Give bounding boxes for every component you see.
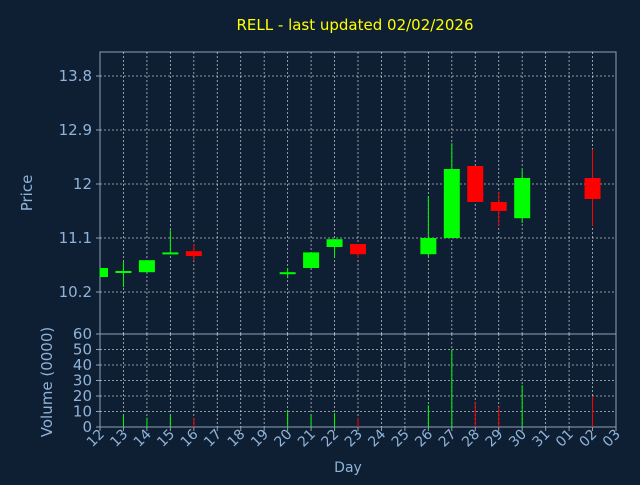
price-tick-label: 10.2	[59, 283, 92, 301]
candle-body	[162, 252, 179, 255]
x-tick-label: 24	[365, 426, 389, 450]
candle-body	[279, 272, 296, 275]
x-tick-label: 03	[600, 427, 624, 451]
x-axis-ticks: 12 13 14 15 16 17 18 19 20 21 22 23 24 25 26 27 28 29 30 31…	[84, 426, 624, 450]
x-tick-label: 19	[248, 427, 272, 451]
candlestick-series	[99, 143, 601, 288]
volume-tick-label: 50	[73, 341, 92, 359]
candle-body	[138, 260, 155, 273]
x-tick-label: 14	[131, 426, 155, 450]
x-tick-label: 31	[530, 427, 554, 451]
candle-body	[303, 252, 320, 268]
candle-body	[420, 238, 437, 255]
volume-series	[122, 349, 594, 427]
volume-grid	[100, 334, 616, 427]
candle-body	[115, 271, 132, 273]
x-tick-label: 30	[506, 427, 530, 451]
candle-body	[584, 178, 601, 199]
x-tick-label: 25	[389, 427, 413, 451]
x-tick-label: 21	[295, 427, 319, 451]
x-tick-label: 20	[272, 427, 296, 451]
price-y-ticks: 13.8 12.9 12 11.1 10.2	[59, 67, 100, 301]
volume-tick-label: 60	[73, 325, 92, 343]
x-tick-label: 18	[225, 427, 249, 451]
x-tick-label: 01	[553, 427, 577, 451]
candle-body	[443, 169, 460, 238]
volume-tick-label: 0	[82, 418, 92, 436]
candle-body	[185, 251, 202, 256]
x-tick-label: 16	[178, 426, 202, 450]
price-tick-label: 12.9	[59, 121, 92, 139]
chart-title: RELL - last updated 02/02/2026	[237, 16, 474, 34]
candle-body	[350, 244, 366, 255]
x-tick-label: 27	[436, 427, 460, 451]
x-tick-label: 23	[342, 427, 366, 451]
price-tick-label: 12	[73, 175, 92, 193]
x-axis-label: Day	[334, 460, 362, 476]
candle-body	[326, 239, 343, 247]
volume-axis-label: Volume (0000)	[38, 327, 56, 437]
x-tick-label: 02	[576, 427, 600, 451]
volume-tick-label: 30	[73, 372, 92, 390]
price-tick-label: 13.8	[59, 67, 92, 85]
candle-body	[490, 202, 507, 211]
volume-tick-label: 20	[73, 387, 92, 405]
candle-body	[514, 178, 531, 219]
x-tick-label: 26	[412, 426, 436, 450]
candle-body	[100, 268, 108, 277]
price-axis-label: Price	[18, 175, 36, 212]
price-tick-label: 11.1	[59, 229, 92, 247]
x-tick-label: 28	[459, 427, 483, 451]
price-grid	[100, 52, 616, 334]
x-tick-label: 15	[154, 427, 178, 451]
x-tick-label: 13	[107, 427, 131, 451]
x-tick-label: 22	[318, 427, 342, 451]
x-tick-label: 17	[201, 427, 225, 451]
candle-body	[467, 166, 484, 202]
x-tick-label: 29	[483, 427, 507, 451]
volume-tick-label: 10	[73, 403, 92, 421]
volume-tick-label: 40	[73, 356, 92, 374]
